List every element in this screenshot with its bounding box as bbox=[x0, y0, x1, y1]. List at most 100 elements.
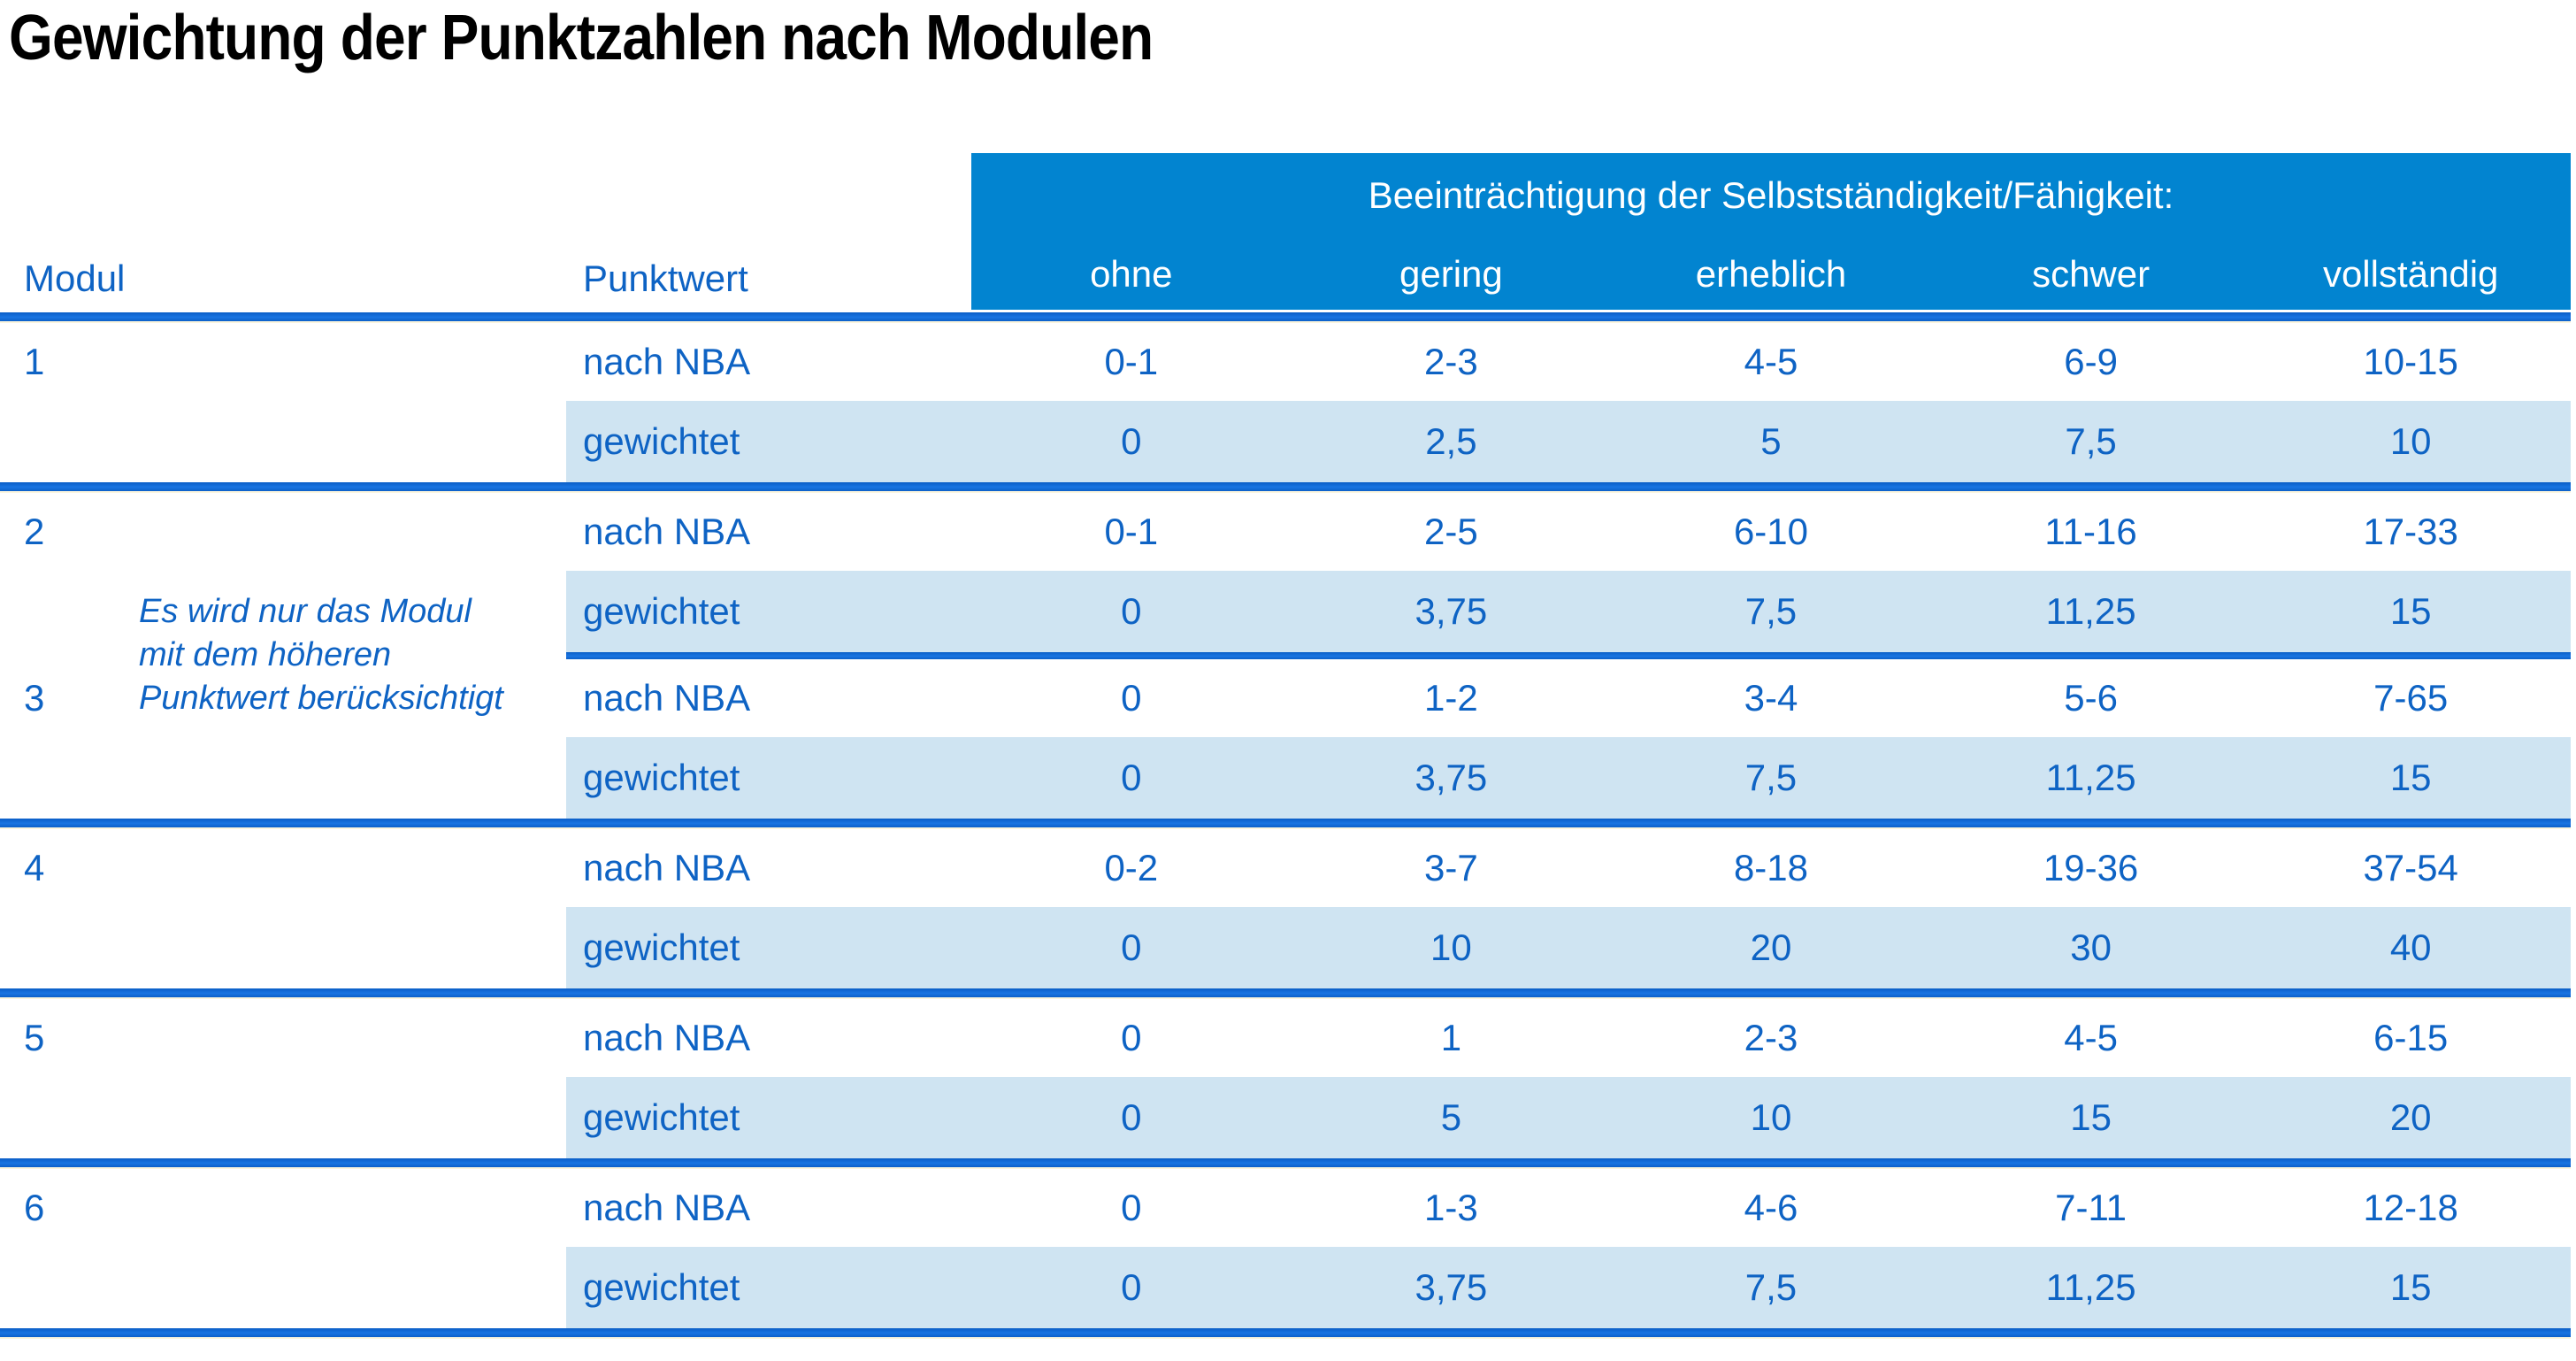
row-label: gewichtet bbox=[566, 1077, 971, 1158]
value-cell: 2-3 bbox=[1424, 341, 1478, 382]
row-label: nach NBA bbox=[583, 511, 751, 552]
value-cell: 6-10 bbox=[1733, 511, 1809, 552]
value-cell: 7,5 bbox=[1611, 571, 1931, 652]
value-cell: 3,75 bbox=[1291, 571, 1612, 652]
value-cell: 15 bbox=[2250, 737, 2571, 819]
value-cell: 5-6 bbox=[2064, 677, 2118, 719]
partial-group-rule bbox=[566, 652, 2571, 659]
value-cell: 30 bbox=[1930, 907, 2251, 988]
modul-number: 5 bbox=[24, 1017, 45, 1058]
row-label: gewichtet bbox=[566, 401, 971, 482]
value-cell: 6-9 bbox=[2064, 341, 2118, 382]
severity-header-row: ohne gering erheblich schwer vollständig bbox=[971, 253, 2571, 296]
modules-2-3-note: Es wird nur das Modul mit dem höheren Pu… bbox=[139, 590, 503, 720]
value-cell: 7,5 bbox=[1611, 1247, 1931, 1328]
row-label: nach NBA bbox=[583, 847, 751, 888]
modul-number: 2 bbox=[24, 511, 45, 552]
value-cell: 7,5 bbox=[1611, 737, 1931, 819]
table-row: gewichtet 0 3,75 7,5 11,25 15 bbox=[0, 1247, 2571, 1328]
value-cell: 1 bbox=[1440, 1017, 1462, 1058]
value-cell: 4-5 bbox=[1744, 341, 1798, 382]
value-cell: 15 bbox=[2250, 1247, 2571, 1328]
value-cell: 0-1 bbox=[1104, 511, 1159, 552]
column-header-gering: gering bbox=[1399, 253, 1503, 295]
note-line: Punktwert berücksichtigt bbox=[139, 680, 503, 717]
value-cell: 5 bbox=[1291, 1077, 1612, 1158]
value-cell: 19-36 bbox=[2043, 847, 2139, 888]
value-cell: 3-4 bbox=[1744, 677, 1798, 719]
value-cell: 10 bbox=[2250, 401, 2571, 482]
value-cell: 20 bbox=[1611, 907, 1931, 988]
modul-number: 3 bbox=[24, 677, 45, 719]
value-cell: 7,5 bbox=[1930, 401, 2251, 482]
column-header-erheblich: erheblich bbox=[1695, 253, 1847, 295]
value-cell: 0 bbox=[971, 907, 1292, 988]
table-row: gewichtet 0 3,75 7,5 11,25 15 bbox=[0, 737, 2571, 819]
value-cell: 3-7 bbox=[1424, 847, 1478, 888]
column-header-schwer: schwer bbox=[2032, 253, 2150, 295]
value-cell: 8-18 bbox=[1733, 847, 1809, 888]
value-cell: 7-11 bbox=[2055, 1187, 2128, 1228]
modul-number-empty bbox=[0, 1077, 566, 1158]
table-header: Modul Punktwert Beeinträchtigung der Sel… bbox=[0, 153, 2571, 312]
value-cell: 10 bbox=[1291, 907, 1612, 988]
weighting-table: Modul Punktwert Beeinträchtigung der Sel… bbox=[0, 153, 2571, 1339]
value-cell: 15 bbox=[2250, 571, 2571, 652]
value-cell: 4-6 bbox=[1744, 1187, 1798, 1228]
table-row: 6 nach NBA 0 1-3 4-6 7-11 12-18 bbox=[0, 1169, 2571, 1247]
table-row: 3 nach NBA 0 1-2 3-4 5-6 7-65 bbox=[0, 659, 2571, 737]
value-cell: 2-5 bbox=[1424, 511, 1478, 552]
page-title: Gewichtung der Punktzahlen nach Modulen bbox=[9, 3, 1154, 73]
row-label: nach NBA bbox=[583, 341, 751, 382]
value-cell: 0 bbox=[1121, 1017, 1142, 1058]
value-cell: 0 bbox=[971, 1247, 1292, 1328]
value-cell: 2,5 bbox=[1291, 401, 1612, 482]
group-rule bbox=[0, 1158, 2571, 1169]
row-label: gewichtet bbox=[566, 1247, 971, 1328]
value-cell: 2-3 bbox=[1744, 1017, 1798, 1058]
bottom-rule bbox=[0, 1328, 2571, 1339]
column-header-ohne: ohne bbox=[1090, 253, 1173, 295]
impairment-band-title: Beeinträchtigung der Selbstständigkeit/F… bbox=[1368, 174, 2174, 216]
row-label: gewichtet bbox=[566, 907, 971, 988]
row-label: nach NBA bbox=[583, 1187, 751, 1228]
value-cell: 0 bbox=[1121, 677, 1142, 719]
column-header-punktwert: Punktwert bbox=[583, 258, 748, 299]
table-row: 1 nach NBA 0-1 2-3 4-5 6-9 10-15 bbox=[0, 323, 2571, 401]
value-cell: 11,25 bbox=[1930, 737, 2251, 819]
table-row: 4 nach NBA 0-2 3-7 8-18 19-36 37-54 bbox=[0, 829, 2571, 907]
value-cell: 0-2 bbox=[1104, 847, 1159, 888]
row-label: gewichtet bbox=[566, 571, 971, 652]
value-cell: 11-16 bbox=[2044, 511, 2137, 552]
column-header-vollstaendig: vollständig bbox=[2322, 253, 2499, 295]
value-cell: 10-15 bbox=[2363, 341, 2458, 382]
modul-number-empty bbox=[0, 401, 566, 482]
value-cell: 0 bbox=[971, 737, 1292, 819]
modul-number: 6 bbox=[24, 1187, 45, 1228]
value-cell: 0 bbox=[971, 1077, 1292, 1158]
value-cell: 0 bbox=[1121, 1187, 1142, 1228]
header-rule bbox=[0, 312, 2571, 323]
value-cell: 10 bbox=[1611, 1077, 1931, 1158]
value-cell: 0 bbox=[971, 401, 1292, 482]
table-row: gewichtet 0 10 20 30 40 bbox=[0, 907, 2571, 988]
impairment-header-band: Beeinträchtigung der Selbstständigkeit/F… bbox=[971, 153, 2571, 310]
table-row: 2 nach NBA 0-1 2-5 6-10 11-16 17-33 bbox=[0, 493, 2571, 571]
value-cell: 1-3 bbox=[1424, 1187, 1478, 1228]
group-rule bbox=[0, 988, 2571, 999]
value-cell: 6-15 bbox=[2373, 1017, 2449, 1058]
value-cell: 3,75 bbox=[1291, 1247, 1612, 1328]
table-row: gewichtet 0 3,75 7,5 11,25 15 bbox=[0, 571, 2571, 652]
group-rule bbox=[0, 819, 2571, 829]
group-rule bbox=[0, 482, 2571, 493]
column-header-modul: Modul bbox=[24, 258, 126, 299]
table-row: 5 nach NBA 0 1 2-3 4-5 6-15 bbox=[0, 999, 2571, 1077]
value-cell: 3,75 bbox=[1291, 737, 1612, 819]
value-cell: 11,25 bbox=[1930, 571, 2251, 652]
value-cell: 5 bbox=[1611, 401, 1931, 482]
note-line: mit dem höheren bbox=[139, 636, 392, 673]
value-cell: 1-2 bbox=[1424, 677, 1478, 719]
note-line: Es wird nur das Modul bbox=[139, 593, 472, 630]
value-cell: 7-65 bbox=[2373, 677, 2449, 719]
